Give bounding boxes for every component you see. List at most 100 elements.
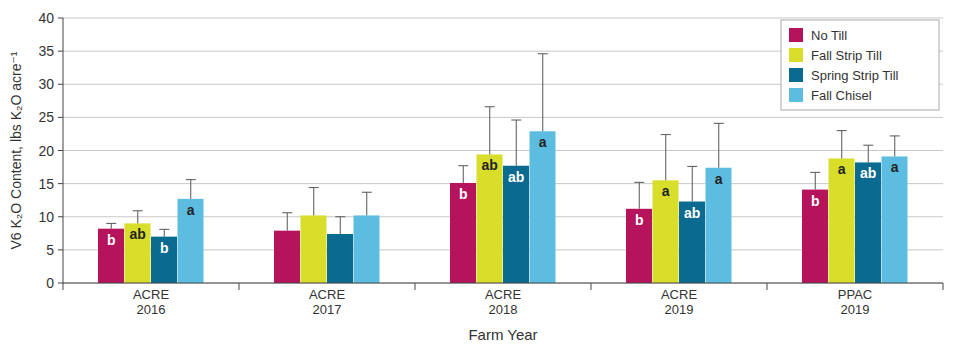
error-bar <box>335 217 345 234</box>
y-tick-label: 30 <box>38 76 54 92</box>
letter: a <box>662 183 670 199</box>
error-stem <box>313 188 314 216</box>
error-bar <box>863 145 873 162</box>
letter: b <box>160 240 169 256</box>
letter: a <box>539 134 547 150</box>
error-stem <box>137 211 138 224</box>
letter: a <box>187 202 195 218</box>
error-stem <box>868 145 869 162</box>
x-tick-label: ACRE2016 <box>133 287 169 317</box>
y-tick-label: 10 <box>38 209 54 225</box>
error-stem <box>111 223 112 228</box>
error-bar <box>687 166 697 201</box>
x-tick <box>239 283 240 290</box>
grid-line <box>63 150 943 151</box>
legend-swatch <box>789 28 803 42</box>
bar <box>125 223 151 283</box>
x-tick <box>63 283 64 290</box>
y-tick <box>58 150 63 151</box>
error-stem <box>815 172 816 189</box>
error-bar <box>309 188 319 216</box>
error-stem <box>340 217 341 234</box>
error-cap <box>661 134 671 135</box>
y-tick <box>58 283 63 284</box>
error-cap <box>485 106 495 107</box>
error-stem <box>463 166 464 183</box>
error-cap <box>863 145 873 146</box>
legend-swatch <box>789 68 803 82</box>
y-tick <box>58 51 63 52</box>
legend-label: Fall Strip Till <box>811 48 882 63</box>
legend: No Till Fall Strip Till Spring Strip Till F… <box>781 20 939 110</box>
y-tick-label: 35 <box>38 43 54 59</box>
error-cap <box>890 135 900 136</box>
error-stem <box>366 192 367 215</box>
bar <box>98 229 124 283</box>
y-tick-label: 5 <box>46 242 54 258</box>
error-bar <box>634 182 644 209</box>
x-tick <box>415 283 416 290</box>
x-tick-label-line: ACRE <box>309 287 345 302</box>
x-tick-label: ACRE2018 <box>485 287 521 317</box>
error-cap <box>810 172 820 173</box>
y-tick-label: 40 <box>38 10 54 26</box>
bar <box>855 162 881 283</box>
letter: a <box>838 161 846 177</box>
y-tick-label: 25 <box>38 109 54 125</box>
error-cap <box>511 120 521 121</box>
error-bar <box>538 54 548 132</box>
x-tick <box>943 283 944 290</box>
error-bar <box>511 120 521 166</box>
error-cap <box>106 223 116 224</box>
error-bar <box>661 135 671 181</box>
bar <box>829 158 855 283</box>
error-cap <box>458 165 468 166</box>
x-tick-label-line: 2016 <box>137 302 166 317</box>
error-bar <box>485 107 495 155</box>
letter: b <box>459 186 468 202</box>
letter: ab <box>508 169 524 185</box>
x-tick <box>767 283 768 290</box>
letter: b <box>635 212 644 228</box>
legend-label: No Till <box>811 28 847 43</box>
letter: ab <box>684 205 700 221</box>
legend-label: Spring Strip Till <box>811 68 899 83</box>
error-stem <box>542 54 543 132</box>
y-tick <box>58 117 63 118</box>
chart: 0510152025303540bbbbababaababababaaaaACR… <box>0 0 957 347</box>
x-axis-label: Farm Year <box>468 326 537 343</box>
x-tick-label-line: ACRE <box>485 287 521 302</box>
error-bar <box>106 223 116 228</box>
error-cap <box>538 53 548 54</box>
y-tick-label: 15 <box>38 176 54 192</box>
bar <box>882 156 908 283</box>
bar <box>274 231 300 283</box>
error-bar <box>810 172 820 189</box>
error-bar <box>837 131 847 159</box>
grid-line <box>63 18 943 19</box>
legend-frame <box>781 20 939 110</box>
error-bar <box>159 229 169 236</box>
error-stem <box>489 107 490 155</box>
y-tick <box>58 18 63 19</box>
error-stem <box>841 131 842 159</box>
error-bar <box>282 213 292 231</box>
error-cap <box>186 179 196 180</box>
letter: b <box>811 193 820 209</box>
error-cap <box>335 216 345 217</box>
legend-swatch <box>789 48 803 62</box>
letter: ab <box>130 226 146 242</box>
error-bar <box>186 180 196 199</box>
bar <box>530 131 556 283</box>
legend-label: Fall Chisel <box>811 88 872 103</box>
error-stem <box>718 123 719 167</box>
error-cap <box>133 210 143 211</box>
error-stem <box>287 213 288 231</box>
error-cap <box>634 182 644 183</box>
letter: a <box>715 171 723 187</box>
error-stem <box>516 120 517 166</box>
bar <box>706 168 732 283</box>
y-tick-label: 0 <box>46 275 54 291</box>
error-bar <box>458 166 468 183</box>
x-tick-label-line: 2017 <box>313 302 342 317</box>
